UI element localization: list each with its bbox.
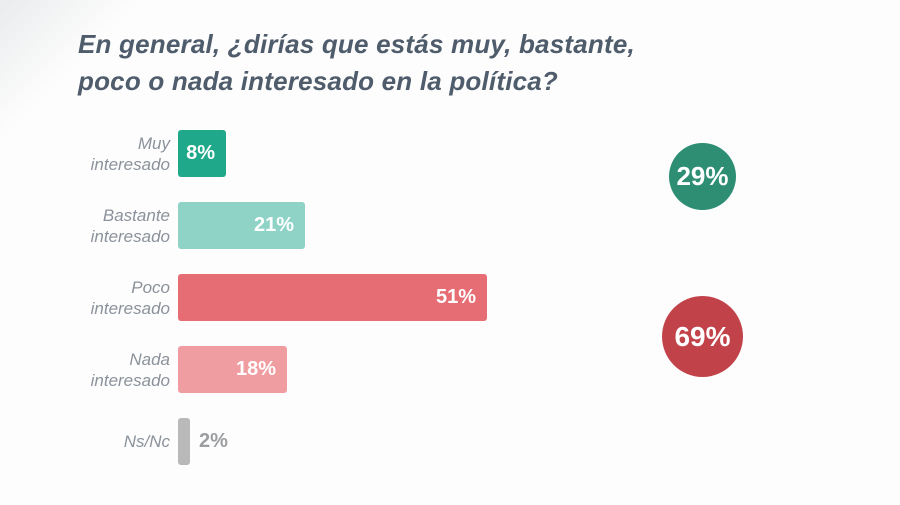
category-label-line: Muy (137, 133, 170, 153)
bar-value-label: 18% (235, 358, 276, 380)
category-label-line: interesado (90, 370, 170, 390)
category-label: Poco interesado (0, 277, 170, 319)
bar-value-label: 8% (186, 142, 215, 164)
category-label-line: interesado (90, 226, 170, 246)
category-label: Ns/Nc (0, 431, 170, 452)
chart-title: En general, ¿dirías que estás muy, basta… (78, 26, 678, 100)
chart-row: Ns/Nc 2% (0, 418, 620, 465)
category-label: Nada interesado (0, 349, 170, 391)
category-label-line: Poco (131, 277, 170, 297)
bar-value-label: 21% (253, 214, 294, 236)
bar: 18% (178, 346, 287, 393)
category-label: Bastante interesado (0, 205, 170, 247)
category-label-line: interesado (90, 154, 170, 174)
chart-row: Poco interesado 51% (0, 274, 620, 321)
summary-circle-not-interested: 69% (662, 296, 743, 377)
category-label-line: Ns/Nc (123, 432, 170, 451)
bar (178, 418, 190, 465)
bar-track: 2% (178, 418, 228, 465)
category-label-line: Bastante (102, 205, 170, 225)
chart-title-line-1: En general, ¿dirías que estás muy, basta… (78, 29, 635, 59)
summary-circle-interested-value: 29% (676, 161, 729, 191)
bar-value-label: 2% (199, 430, 228, 452)
bar-track: 8% (178, 130, 226, 177)
summary-circle-interested: 29% (669, 143, 736, 210)
chart-title-line-2: poco o nada interesado en la política? (78, 66, 559, 96)
bar-track: 51% (178, 274, 487, 321)
bar: 51% (178, 274, 487, 321)
bar-track: 21% (178, 202, 305, 249)
bar-chart: Muy interesado 8% Bastante interesado 21% Poco… (0, 130, 620, 490)
bar-track: 18% (178, 346, 287, 393)
bar-value-label: 51% (435, 286, 476, 308)
summary-circle-not-interested-value: 69% (674, 320, 731, 352)
bar: 8% (178, 130, 226, 177)
bar: 21% (178, 202, 305, 249)
category-label-line: interesado (90, 298, 170, 318)
chart-row: Muy interesado 8% (0, 130, 620, 177)
category-label-line: Nada (129, 349, 170, 369)
category-label: Muy interesado (0, 133, 170, 175)
chart-row: Bastante interesado 21% (0, 202, 620, 249)
chart-row: Nada interesado 18% (0, 346, 620, 393)
